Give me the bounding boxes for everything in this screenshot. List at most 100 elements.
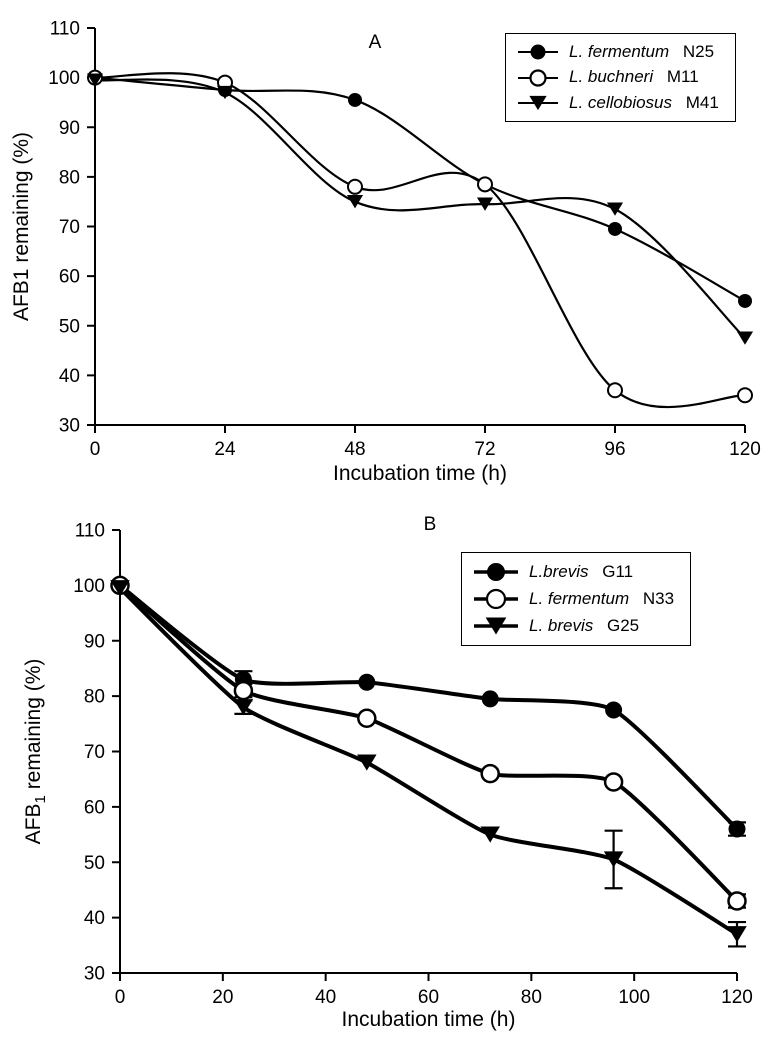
- series-line: [118, 583, 739, 832]
- triangle-down-marker: [736, 331, 754, 345]
- y-axis-label: AFB1 remaining (%): [22, 659, 49, 845]
- triangle-down-marker: [110, 580, 130, 597]
- y-tick-label: 60: [59, 267, 80, 288]
- y-tick-label: 110: [75, 521, 105, 542]
- triangle-down-marker: [86, 73, 104, 87]
- open-circle-marker: [607, 382, 623, 399]
- x-tick-label: 0: [115, 987, 126, 1008]
- x-tick-label: 120: [721, 987, 753, 1008]
- x-tick-label: 80: [521, 987, 542, 1008]
- triangle-down-marker: [476, 197, 494, 211]
- y-tick-label: 80: [84, 687, 105, 708]
- x-tick-label: 72: [474, 439, 495, 460]
- filled-circle-marker: [605, 701, 623, 719]
- filled-circle-marker: [487, 563, 505, 581]
- legend-species-name: L. cellobiosus: [569, 92, 673, 112]
- panel-a: 30 40 50 60 70 80 90 100 110 0 24 48 72 96 120 Incubati…: [0, 0, 778, 505]
- triangle-down-marker: [357, 754, 377, 771]
- panel-b-chart: 30 40 50 60 70 80 90 100 110 0 20 40 60 80 100 120 Incub…: [22, 514, 753, 1031]
- y-tick-label: 50: [84, 853, 105, 874]
- open-circle-marker: [727, 891, 747, 911]
- x-tick-label: 60: [418, 987, 439, 1008]
- series-line: [93, 72, 747, 409]
- series-line: [118, 586, 739, 937]
- triangle-down-marker: [727, 926, 747, 943]
- panel-a-chart: 30 40 50 60 70 80 90 100 110 0 24 48 72 96 120 Incubati…: [10, 19, 761, 486]
- y-tick-label: 70: [59, 217, 80, 238]
- legend-species-name: L. brevis: [529, 615, 594, 635]
- open-circle-marker: [357, 708, 377, 729]
- y-axis-label: AFB1 remaining (%): [10, 132, 33, 321]
- y-tick-label: 80: [59, 167, 80, 188]
- panel-letter: B: [424, 514, 437, 535]
- triangle-down-marker: [529, 95, 547, 111]
- y-tick-label: 100: [48, 68, 80, 89]
- filled-circle-marker: [530, 44, 546, 60]
- y-tick-label: 60: [84, 797, 105, 818]
- x-axis-label: Incubation time (h): [333, 462, 507, 485]
- legend-strain-name: M41: [681, 92, 719, 112]
- legend-marker-open-circle-icon: [518, 68, 558, 87]
- open-circle-marker: [485, 588, 507, 610]
- legend-item: L. brevis G25: [472, 615, 674, 637]
- x-tick-label: 120: [729, 439, 761, 460]
- open-circle-marker: [480, 763, 500, 784]
- legend-species-name: L. buchneri: [569, 67, 654, 87]
- legend-item: L.brevis G11: [472, 561, 674, 583]
- legend-marker-filled-circle-icon: [474, 563, 518, 581]
- triangle-down-marker: [606, 202, 624, 216]
- legend-species-name: L. fermentum: [569, 42, 670, 61]
- legend-species-name: L.brevis: [529, 561, 589, 581]
- x-tick-label: 100: [618, 987, 650, 1008]
- triangle-down-marker: [233, 699, 254, 716]
- legend-marker-filled-triangle-down-icon: [474, 617, 518, 635]
- x-tick-label: 20: [212, 987, 233, 1008]
- y-tick-label: 40: [59, 366, 80, 387]
- triangle-down-marker: [485, 617, 507, 635]
- y-tick-label: 100: [73, 576, 105, 597]
- triangle-down-marker: [346, 195, 364, 209]
- panel-b-legend: L.brevis G11 L. fermentum N33 L. brevis G2…: [461, 552, 692, 646]
- series-line: [93, 78, 747, 340]
- x-tick-label: 48: [344, 439, 365, 460]
- x-tick-label: 40: [315, 987, 336, 1008]
- panel-a-legend: L. fermentum N25 L. buchneri M11 L. cellob…: [505, 33, 736, 123]
- legend-marker-filled-circle-icon: [518, 44, 558, 60]
- y-tick-label: 30: [84, 964, 105, 985]
- legend-species-name: L. fermentum: [529, 588, 630, 608]
- x-axis-label: Incubation time (h): [342, 1008, 516, 1031]
- filled-circle-marker: [608, 221, 622, 236]
- filled-circle-marker: [481, 690, 499, 708]
- open-circle-marker: [233, 680, 254, 701]
- filled-circle-marker: [728, 820, 746, 838]
- triangle-down-marker: [216, 85, 234, 100]
- y-tick-label: 90: [84, 631, 105, 652]
- open-circle-marker: [737, 387, 753, 404]
- x-tick-label: 24: [214, 439, 236, 460]
- y-tick-label: 30: [59, 416, 80, 437]
- legend-strain-name: N33: [638, 588, 675, 608]
- series-line: [118, 583, 739, 904]
- legend-strain-name: N25: [678, 42, 715, 61]
- legend-item: L. buchneri M11: [516, 67, 719, 87]
- legend-strain-name: G11: [597, 561, 634, 581]
- y-tick-label: 50: [59, 316, 80, 337]
- y-tick-label: 90: [59, 118, 80, 139]
- x-tick-label: 0: [90, 439, 101, 460]
- panel-letter: A: [369, 32, 382, 53]
- y-tick-label: 110: [50, 19, 80, 40]
- open-circle-marker: [603, 772, 624, 792]
- open-circle-marker: [529, 68, 547, 87]
- legend-item: L. fermentum N33: [472, 588, 674, 610]
- legend-strain-name: M11: [662, 67, 699, 87]
- legend-item: L. fermentum N25: [516, 42, 719, 62]
- x-tick-label: 96: [604, 439, 625, 460]
- legend-marker-filled-triangle-down-icon: [518, 95, 558, 111]
- triangle-down-marker: [480, 826, 500, 843]
- legend-strain-name: G25: [602, 615, 640, 635]
- open-circle-marker: [347, 178, 363, 195]
- panel-b: 30 40 50 60 70 80 90 100 110 0 20 40 60 80 100 120 Incub…: [0, 505, 778, 1053]
- filled-circle-marker: [358, 673, 376, 691]
- filled-circle-marker: [738, 293, 752, 308]
